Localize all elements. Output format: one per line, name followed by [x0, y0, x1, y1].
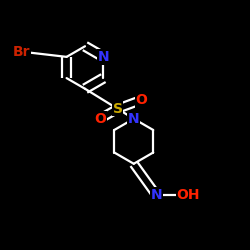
Text: S: S	[112, 102, 122, 116]
Text: O: O	[135, 93, 147, 107]
Text: O: O	[94, 112, 106, 126]
Text: N: N	[128, 112, 140, 126]
Text: OH: OH	[176, 188, 200, 202]
Text: N: N	[128, 112, 140, 126]
Text: N: N	[98, 50, 109, 64]
Text: N: N	[150, 188, 162, 202]
Text: Br: Br	[12, 46, 30, 60]
